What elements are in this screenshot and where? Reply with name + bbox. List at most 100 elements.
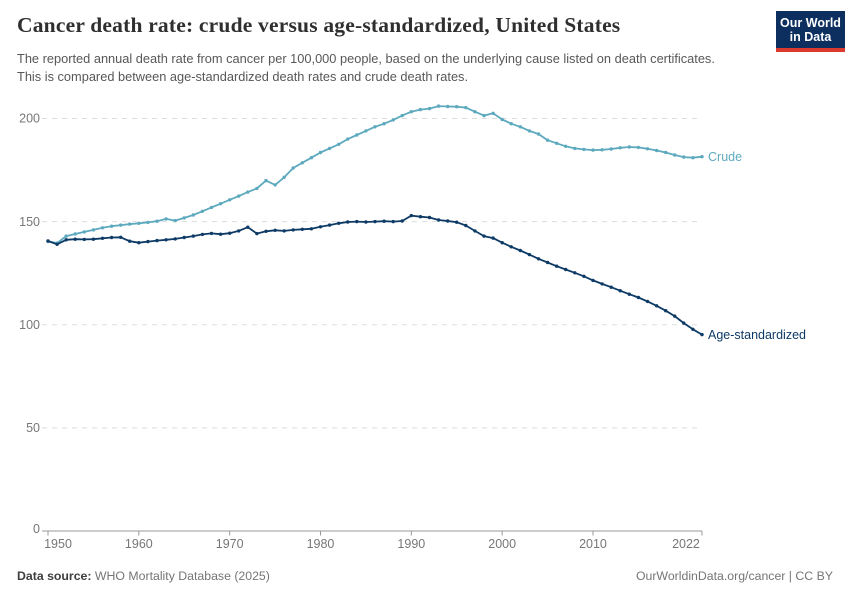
crude-point[interactable] xyxy=(264,178,268,183)
age-standardized-point[interactable] xyxy=(645,299,650,304)
crude-point[interactable] xyxy=(427,106,432,111)
crude-point[interactable] xyxy=(664,150,668,155)
age-standardized-point[interactable] xyxy=(209,231,214,236)
crude-point[interactable] xyxy=(573,146,577,151)
age-standardized-point[interactable] xyxy=(491,236,495,240)
crude-point[interactable] xyxy=(164,217,168,221)
crude-point[interactable] xyxy=(464,105,468,110)
crude-point[interactable] xyxy=(482,113,486,118)
owid-logo[interactable]: Our World in Data xyxy=(776,11,845,52)
age-standardized-point[interactable] xyxy=(400,219,404,223)
age-standardized-point[interactable] xyxy=(346,220,350,224)
age-standardized-point[interactable] xyxy=(318,225,323,229)
age-standardized-point[interactable] xyxy=(436,218,441,222)
age-standardized-line[interactable] xyxy=(47,214,703,336)
crude-point[interactable] xyxy=(473,110,477,114)
age-standardized-point[interactable] xyxy=(46,239,50,243)
crude-point[interactable] xyxy=(391,118,395,122)
crude-point[interactable] xyxy=(373,125,377,129)
crude-point[interactable] xyxy=(636,145,641,150)
age-standardized-point[interactable] xyxy=(182,235,186,240)
crude-point[interactable] xyxy=(182,216,186,220)
data-source[interactable]: Data source: WHO Mortality Database (202… xyxy=(17,569,270,583)
crude-point[interactable] xyxy=(536,132,541,136)
crude-point[interactable] xyxy=(673,153,677,157)
age-standardized-point[interactable] xyxy=(200,232,205,237)
crude-point[interactable] xyxy=(218,202,223,206)
crude-point[interactable] xyxy=(327,146,332,151)
age-standardized-point[interactable] xyxy=(246,225,250,229)
age-standardized-point[interactable] xyxy=(509,245,513,249)
crude-point[interactable] xyxy=(246,190,250,194)
crude-point[interactable] xyxy=(155,219,159,223)
crude-point[interactable] xyxy=(273,183,277,187)
crude-point[interactable] xyxy=(318,150,323,155)
crude-point[interactable] xyxy=(128,222,132,226)
crude-point[interactable] xyxy=(691,156,695,160)
age-standardized-point[interactable] xyxy=(264,229,268,233)
age-standardized-point[interactable] xyxy=(455,220,459,224)
age-standardized-point[interactable] xyxy=(545,260,550,265)
age-standardized-point[interactable] xyxy=(527,252,532,257)
crude-point[interactable] xyxy=(119,223,123,227)
age-standardized-point[interactable] xyxy=(164,238,168,242)
age-standardized-point[interactable] xyxy=(446,219,450,223)
crude-point[interactable] xyxy=(527,129,532,133)
age-standardized-point[interactable] xyxy=(536,257,541,261)
age-standardized-point[interactable] xyxy=(518,248,522,253)
crude-point[interactable] xyxy=(364,129,368,133)
age-standardized-point[interactable] xyxy=(627,292,631,296)
age-standardized-point[interactable] xyxy=(309,227,314,231)
crude-point[interactable] xyxy=(555,141,559,145)
age-standardized-point[interactable] xyxy=(591,278,595,283)
age-standardized-point[interactable] xyxy=(91,237,96,241)
age-standardized-point[interactable] xyxy=(582,274,586,278)
age-standardized-point[interactable] xyxy=(555,264,559,268)
crude-point[interactable] xyxy=(291,166,295,170)
series-label-age-standardized[interactable]: Age-standardized xyxy=(708,328,806,342)
crude-point[interactable] xyxy=(618,146,622,150)
age-standardized-point[interactable] xyxy=(282,229,286,233)
age-standardized-point[interactable] xyxy=(355,219,359,224)
crude-point[interactable] xyxy=(300,161,304,165)
age-standardized-point[interactable] xyxy=(146,239,150,244)
crude-point[interactable] xyxy=(109,224,114,228)
age-standardized-point[interactable] xyxy=(418,215,423,219)
age-standardized-point[interactable] xyxy=(618,289,622,293)
crude-point[interactable] xyxy=(446,104,450,109)
age-standardized-point[interactable] xyxy=(137,241,141,245)
age-standardized-point[interactable] xyxy=(391,219,395,224)
age-standardized-point[interactable] xyxy=(373,219,377,224)
age-standardized-point[interactable] xyxy=(682,321,686,325)
crude-point[interactable] xyxy=(355,133,359,137)
crude-point[interactable] xyxy=(91,228,96,232)
age-standardized-point[interactable] xyxy=(64,238,68,242)
age-standardized-point[interactable] xyxy=(128,239,132,243)
crude-point[interactable] xyxy=(654,148,659,153)
age-standardized-point[interactable] xyxy=(573,271,577,275)
crude-point[interactable] xyxy=(400,113,404,118)
crude-point[interactable] xyxy=(228,198,232,202)
age-standardized-point[interactable] xyxy=(473,229,477,233)
crude-point[interactable] xyxy=(564,144,568,148)
age-standardized-point[interactable] xyxy=(654,304,659,308)
crude-point[interactable] xyxy=(627,145,631,149)
age-standardized-point[interactable] xyxy=(664,309,668,313)
crude-point[interactable] xyxy=(409,110,413,114)
crude-point[interactable] xyxy=(591,148,595,152)
crude-point[interactable] xyxy=(282,175,286,179)
crude-point[interactable] xyxy=(645,147,650,151)
age-standardized-point[interactable] xyxy=(191,234,195,238)
age-standardized-point[interactable] xyxy=(409,213,413,218)
age-standardized-point[interactable] xyxy=(119,235,123,239)
crude-point[interactable] xyxy=(191,213,195,217)
age-standardized-point[interactable] xyxy=(600,282,604,286)
crude-point[interactable] xyxy=(582,147,586,152)
age-standardized-point[interactable] xyxy=(228,231,232,235)
crude-point[interactable] xyxy=(255,186,259,191)
crude-point[interactable] xyxy=(609,147,613,151)
age-standardized-point[interactable] xyxy=(73,237,77,241)
age-standardized-point[interactable] xyxy=(482,234,486,238)
crude-point[interactable] xyxy=(509,122,513,126)
